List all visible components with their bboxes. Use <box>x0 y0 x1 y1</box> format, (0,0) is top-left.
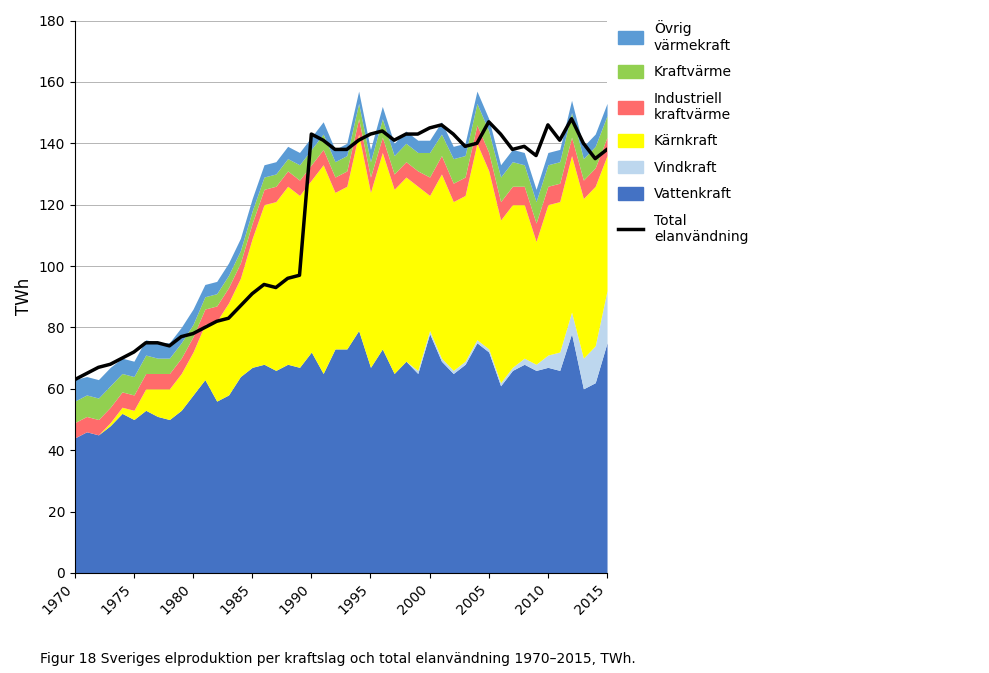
Text: Figur 18 Sveriges elproduktion per kraftslag och total elanvändning 1970–2015, T: Figur 18 Sveriges elproduktion per kraft… <box>40 652 635 666</box>
Legend: Övrig
värmekraft, Kraftvärme, Industriell
kraftvärme, Kärnkraft, Vindkraft, Vatt: Övrig värmekraft, Kraftvärme, Industriel… <box>612 15 754 250</box>
Y-axis label: TWh: TWh <box>15 278 33 316</box>
